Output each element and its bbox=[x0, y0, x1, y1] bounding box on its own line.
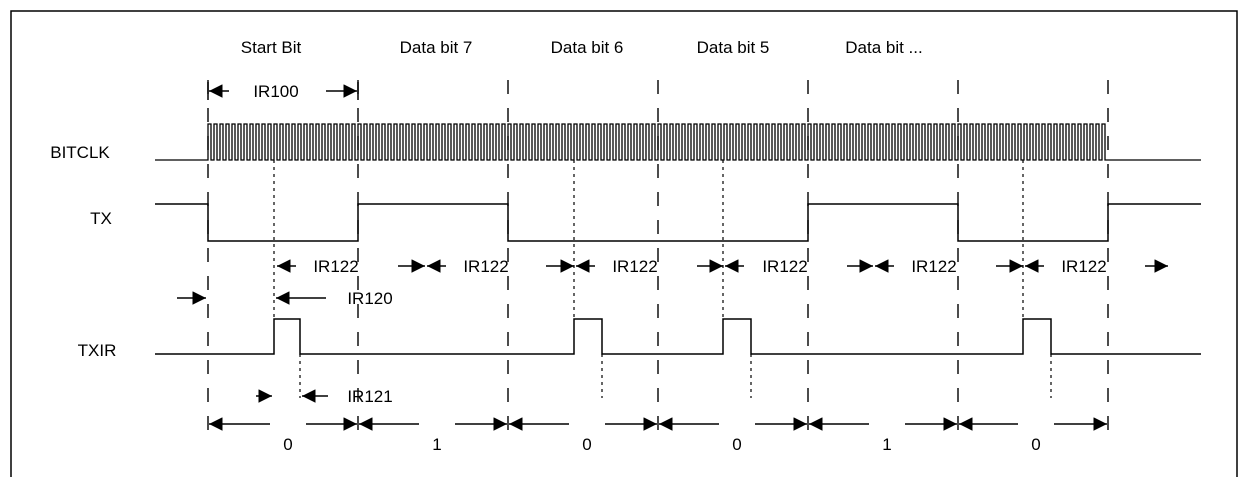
header-label-data-bit-more: Data bit ... bbox=[845, 38, 922, 57]
header-label-data-bit-6: Data bit 6 bbox=[551, 38, 624, 57]
signal-label-tx: TX bbox=[90, 209, 112, 228]
bit-value-label: 0 bbox=[283, 435, 292, 454]
bit-value-label: 0 bbox=[732, 435, 741, 454]
bitclk-waveform bbox=[155, 123, 1201, 161]
header-label-start-bit: Start Bit bbox=[241, 38, 302, 57]
bit-value-label: 1 bbox=[432, 435, 441, 454]
signal-label-txir: TXIR bbox=[78, 341, 117, 360]
ir122-label-1: IR122 bbox=[313, 257, 358, 276]
bit-value-label: 1 bbox=[882, 435, 891, 454]
bit-value-label: 0 bbox=[1031, 435, 1040, 454]
header-label-data-bit-7: Data bit 7 bbox=[400, 38, 473, 57]
ir122-row: IR122 IR122 IR122 IR122 IR122 IR122 bbox=[277, 257, 1168, 276]
tx-waveform bbox=[155, 203, 1201, 242]
ir122-label-2: IR122 bbox=[463, 257, 508, 276]
txir-waveform bbox=[155, 318, 1201, 355]
ir120-label: IR120 bbox=[347, 289, 392, 308]
header-label-data-bit-5: Data bit 5 bbox=[697, 38, 770, 57]
ir100-label: IR100 bbox=[253, 82, 298, 101]
ir122-label-6: IR122 bbox=[1061, 257, 1106, 276]
bit-values-row: 0 1 0 0 1 0 bbox=[209, 417, 1107, 454]
ir121-label: IR121 bbox=[347, 387, 392, 406]
ir100-timing: IR100 bbox=[207, 82, 359, 101]
signal-label-bitclk: BITCLK bbox=[50, 143, 110, 162]
sample-point-markers bbox=[273, 160, 1052, 398]
ir120-timing: IR120 bbox=[177, 289, 393, 308]
bit-value-label: 0 bbox=[582, 435, 591, 454]
ir122-label-4: IR122 bbox=[762, 257, 807, 276]
ir122-label-3: IR122 bbox=[612, 257, 657, 276]
diagram-frame bbox=[10, 10, 1238, 477]
ir121-timing: IR121 bbox=[256, 387, 393, 406]
ir122-label-5: IR122 bbox=[911, 257, 956, 276]
